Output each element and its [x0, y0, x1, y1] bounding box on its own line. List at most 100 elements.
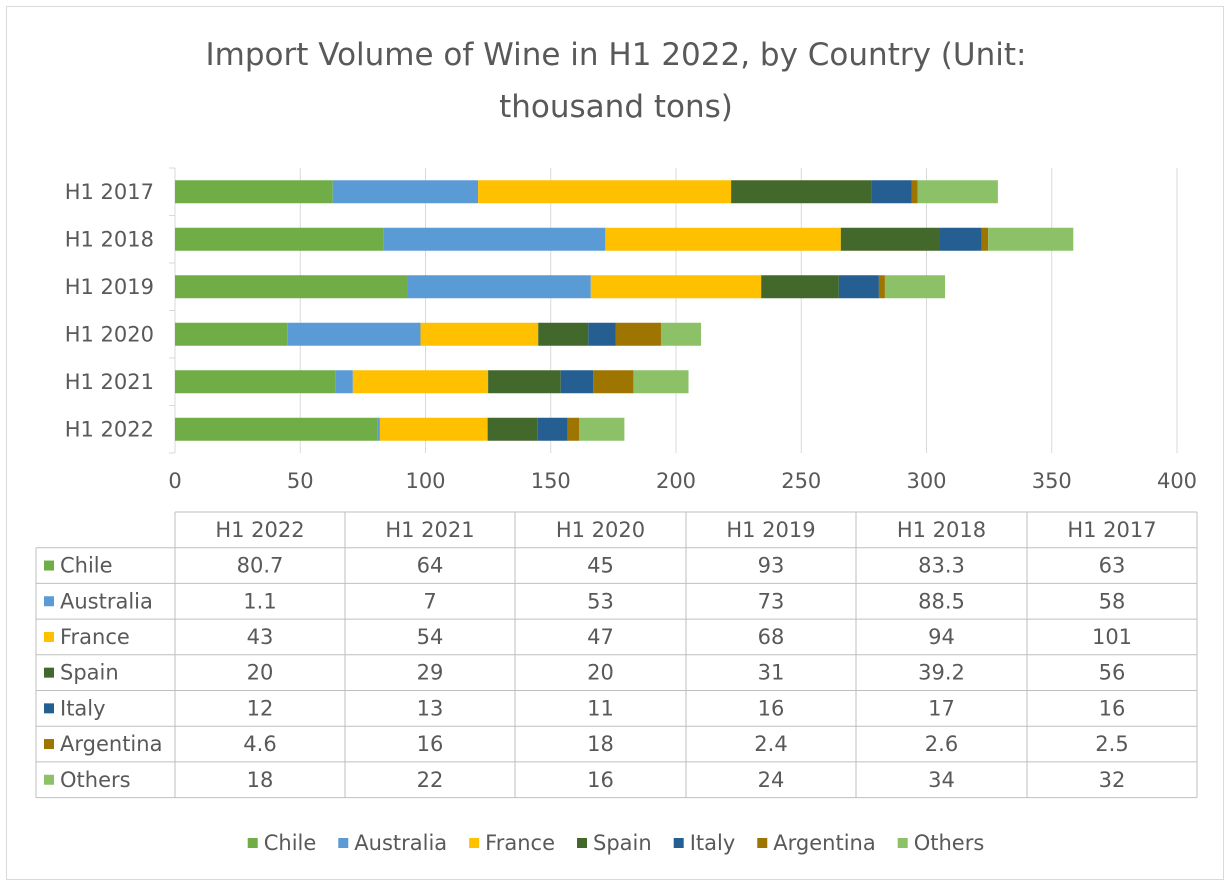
bar-australia-h1-2022: [377, 417, 380, 441]
table-value-cell: 4.6: [243, 732, 276, 756]
table-value-cell: 54: [417, 625, 444, 649]
chart-title-line-2: thousand tons): [499, 89, 733, 125]
legend-label: Australia: [354, 831, 447, 855]
table-value-cell: 18: [247, 768, 274, 792]
bar-others-h1-2017: [917, 180, 998, 204]
table-legend-key-spain: [44, 667, 54, 678]
table-value-cell: 20: [247, 661, 274, 685]
table-value-cell: 13: [417, 696, 444, 720]
x-tick-label: 0: [168, 469, 181, 493]
bar-spain-h1-2018: [840, 227, 940, 251]
table-legend-key-others: [44, 774, 54, 785]
bar-italy-h1-2019: [838, 275, 879, 299]
table-value-cell: 16: [758, 696, 785, 720]
legend-key-others: [897, 838, 908, 848]
category-label: H1 2021: [65, 370, 154, 394]
category-label: H1 2019: [65, 275, 154, 299]
legend-key-australia: [338, 838, 349, 848]
table-header-cell: H1 2019: [726, 518, 815, 542]
table-value-cell: 64: [417, 554, 444, 578]
table-legend-key-france: [44, 631, 54, 642]
bar-france-h1-2017: [478, 180, 732, 204]
bar-others-h1-2022: [579, 417, 625, 441]
legend-key-chile: [247, 838, 258, 848]
legend-key-spain: [577, 838, 588, 848]
bar-spain-h1-2022: [487, 417, 538, 441]
x-tick-label: 100: [405, 469, 445, 493]
table-value-cell: 73: [758, 589, 785, 613]
bar-italy-h1-2017: [871, 180, 912, 204]
bar-spain-h1-2020: [538, 322, 589, 346]
table-value-cell: 18: [587, 732, 614, 756]
table-value-cell: 47: [587, 625, 614, 649]
table-value-cell: 16: [587, 768, 614, 792]
table-legend-key-argentina: [44, 739, 54, 750]
bar-italy-h1-2018: [939, 227, 982, 251]
table-row-label: Australia: [60, 589, 153, 613]
table-header-cell: H1 2021: [385, 518, 474, 542]
legend-key-argentina: [757, 838, 768, 848]
bar-chile-h1-2018: [175, 227, 384, 251]
bar-australia-h1-2018: [383, 227, 606, 251]
table-value-cell: 17: [928, 696, 955, 720]
x-tick-label: 350: [1032, 469, 1072, 493]
table-value-cell: 16: [417, 732, 444, 756]
chart-title-line-1: Import Volume of Wine in H1 2022, by Cou…: [206, 37, 1027, 73]
bar-spain-h1-2019: [761, 275, 839, 299]
table-row-label: Chile: [60, 554, 113, 578]
table-row-label: Italy: [60, 696, 106, 720]
bar-spain-h1-2021: [488, 370, 561, 394]
bar-others-h1-2019: [884, 275, 946, 299]
legend-key-france: [469, 838, 480, 848]
chart-frame: [6, 6, 1224, 880]
table-row-label: Others: [60, 768, 131, 792]
table-legend-key-italy: [44, 703, 54, 714]
legend-label: Others: [914, 831, 985, 855]
bar-argentina-h1-2021: [593, 370, 634, 394]
table-value-cell: 83.3: [918, 554, 965, 578]
category-label: H1 2018: [65, 227, 154, 251]
bar-chile-h1-2020: [175, 322, 288, 346]
bar-australia-h1-2019: [407, 275, 591, 299]
table-value-cell: 58: [1099, 589, 1126, 613]
x-tick-label: 250: [781, 469, 821, 493]
legend-key-italy: [673, 838, 684, 848]
bar-argentina-h1-2018: [981, 227, 989, 251]
bar-chile-h1-2017: [175, 180, 333, 204]
table-legend-key-chile: [44, 560, 54, 571]
x-tick-label: 300: [906, 469, 946, 493]
table-value-cell: 24: [758, 768, 785, 792]
table-value-cell: 80.7: [237, 554, 284, 578]
bar-france-h1-2022: [379, 417, 488, 441]
bar-others-h1-2018: [988, 227, 1074, 251]
table-value-cell: 2.5: [1095, 732, 1128, 756]
table-value-cell: 32: [1099, 768, 1126, 792]
bar-france-h1-2019: [590, 275, 762, 299]
table-value-cell: 94: [928, 625, 955, 649]
bar-italy-h1-2020: [588, 322, 616, 346]
legend-label: Chile: [264, 831, 317, 855]
table-value-cell: 101: [1092, 625, 1132, 649]
bar-chile-h1-2022: [175, 417, 378, 441]
bar-australia-h1-2021: [335, 370, 353, 394]
category-label: H1 2017: [65, 180, 154, 204]
table-value-cell: 68: [758, 625, 785, 649]
bar-france-h1-2020: [420, 322, 539, 346]
x-tick-label: 50: [287, 469, 314, 493]
x-tick-label: 200: [656, 469, 696, 493]
category-label: H1 2022: [65, 417, 154, 441]
bar-chile-h1-2019: [175, 275, 408, 299]
legend-label: Italy: [690, 831, 736, 855]
table-header-cell: H1 2018: [897, 518, 986, 542]
category-label: H1 2020: [65, 322, 154, 346]
table-value-cell: 7: [423, 589, 436, 613]
bar-argentina-h1-2019: [878, 275, 885, 299]
table-row-label: Spain: [60, 661, 119, 685]
table-value-cell: 2.6: [925, 732, 958, 756]
bar-argentina-h1-2020: [615, 322, 661, 346]
table-value-cell: 16: [1099, 696, 1126, 720]
table-value-cell: 93: [758, 554, 785, 578]
table-value-cell: 39.2: [918, 661, 965, 685]
table-row-label: France: [60, 625, 130, 649]
table-value-cell: 53: [587, 589, 614, 613]
